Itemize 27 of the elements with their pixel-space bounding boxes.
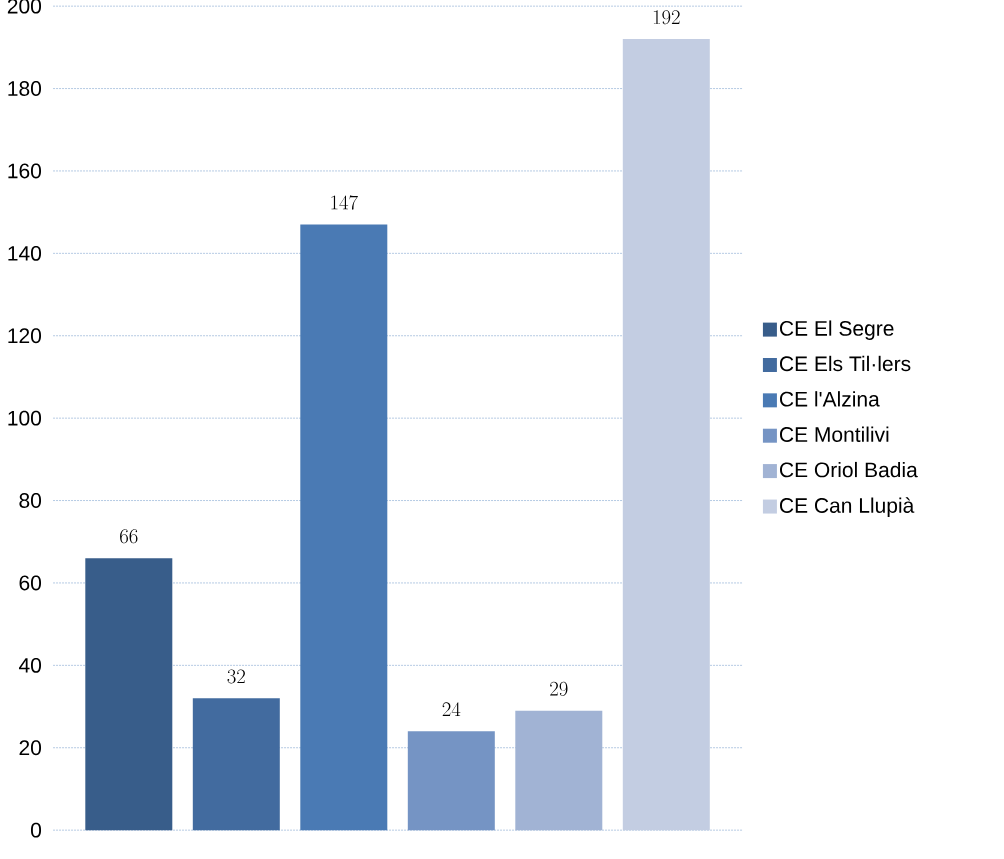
data-label: 66 (120, 529, 138, 544)
bar (192, 698, 280, 831)
y-tick-label: 20 (19, 740, 42, 756)
legend-label: CE Oriol Badia (779, 461, 918, 478)
y-tick-label: 40 (18, 657, 42, 673)
bar (300, 224, 388, 831)
y-tick-label: 140 (8, 245, 42, 261)
y-tick-label: 80 (19, 493, 42, 508)
y-tick-label: 160 (8, 163, 42, 179)
data-label: 192 (653, 10, 680, 25)
data-label: 29 (550, 681, 568, 696)
legend-label: CE l'Alzina (779, 391, 880, 407)
y-tick-label: 60 (19, 575, 42, 591)
y-tick-label: 180 (8, 81, 42, 96)
legend-label: CE Montilivi (779, 426, 889, 442)
bar (407, 731, 495, 831)
y-tick-label: 120 (8, 328, 42, 344)
bar (85, 558, 173, 831)
data-label: 32 (227, 669, 245, 684)
legend-label: CE Els Til·lers (779, 355, 911, 372)
y-tick-label: 0 (31, 822, 42, 838)
data-label: 24 (442, 702, 461, 717)
bar (622, 39, 710, 831)
legend-label: CE El Segre (779, 320, 894, 340)
legend-label: CE Can Llupià (779, 497, 915, 518)
y-tick-label: 100 (8, 410, 42, 426)
data-label: 147 (331, 195, 358, 210)
